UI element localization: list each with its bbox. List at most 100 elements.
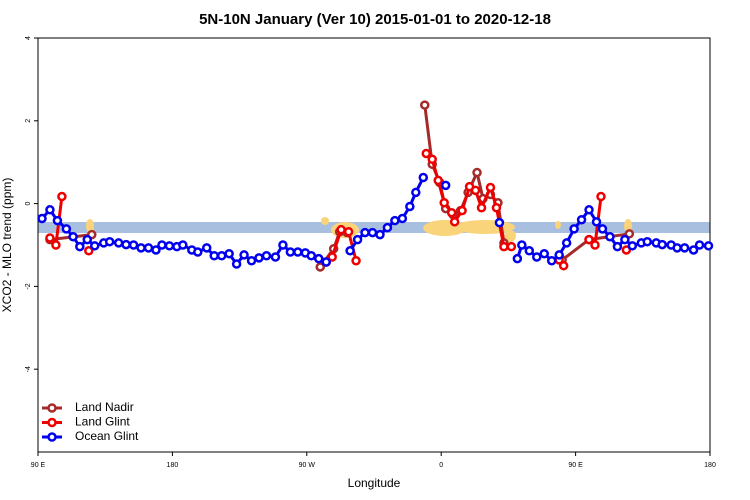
x-tick-label: 180 [167,462,179,469]
data-point [313,253,324,264]
data-point [532,252,542,262]
data-point [558,260,569,271]
data-point [485,182,496,193]
data-point [360,227,370,238]
data-point [449,217,460,227]
data-point [209,251,219,261]
data-point [621,245,632,255]
data-point [216,251,227,261]
data-point [624,229,635,239]
data-point [446,207,457,218]
data-point [584,234,594,245]
data-point [596,191,606,202]
data-point [285,247,296,257]
legend-swatch-point [47,403,57,413]
y-tick-label: -4 [25,366,32,372]
y-tick-label: 0 [25,202,32,206]
legend-swatch-point [47,417,57,428]
data-point [494,217,505,228]
land-patch [86,219,94,233]
data-point [411,187,421,198]
data-point [113,238,124,248]
data-point [89,241,100,251]
data-point [590,240,600,250]
data-point [405,201,415,212]
data-point [343,227,354,237]
data-point [597,224,608,234]
data-point [51,240,61,250]
data-point [193,247,203,257]
data-point [657,239,667,250]
data-point [128,240,139,250]
data-point [642,236,653,247]
data-point [57,191,67,202]
data-point [345,246,355,256]
data-point [315,262,325,272]
data-point [457,205,467,216]
data-point [321,257,331,267]
data-point [327,252,337,262]
data-point [433,175,443,186]
data-point [143,243,154,253]
legend-label: Land Glint [75,415,130,429]
x-tick-label: 0 [439,462,443,469]
data-point [224,248,234,259]
y-tick-label: -2 [25,283,32,289]
data-point [591,217,602,227]
x-tick-label: 180 [704,462,716,469]
x-tick-label: 90 W [299,462,316,469]
data-point [627,241,638,251]
y-tick-label: 4 [25,36,32,40]
land-patch [321,217,329,225]
data-point [306,251,317,261]
x-tick-label: 90 E [568,462,583,469]
data-point [439,198,449,208]
ocean-band [38,222,710,233]
data-point [382,222,393,233]
data-point [584,205,594,215]
legend-swatch-point [47,432,57,442]
data-point [201,243,212,253]
data-point [397,213,408,224]
data-point [254,253,264,263]
data-point [491,202,502,213]
data-point [679,243,690,253]
data-point [336,224,346,235]
data-point [506,241,517,252]
legend-label: Land Nadir [75,400,134,414]
data-point [476,202,487,213]
data-point [278,240,288,250]
data-point [37,213,47,224]
data-point [554,250,564,260]
data-point [52,215,63,226]
data-point [470,185,481,196]
land-patch [555,221,561,229]
data-point [517,240,527,250]
chart-title: 5N-10N January (Ver 10) 2015-01-01 to 20… [199,11,551,28]
data-point [45,205,55,215]
data-point [620,234,630,245]
data-point [270,252,281,262]
data-point [569,224,579,234]
data-point [605,231,615,242]
data-point [367,227,378,238]
y-tick-label: 2 [25,119,32,123]
land-patch [504,230,516,242]
data-point [561,238,572,248]
data-point [390,215,400,226]
data-point [427,154,437,165]
data-point [61,224,72,234]
x-axis-label: Longitude [348,476,401,490]
data-point [231,259,242,269]
data-point [672,243,682,253]
data-point [440,180,451,191]
data-point [157,240,167,250]
data-point [45,233,55,243]
data-point [612,241,623,252]
data-point [293,247,303,257]
data-point [239,250,249,260]
data-point [688,245,699,255]
x-tick-label: 90 E [31,462,46,469]
